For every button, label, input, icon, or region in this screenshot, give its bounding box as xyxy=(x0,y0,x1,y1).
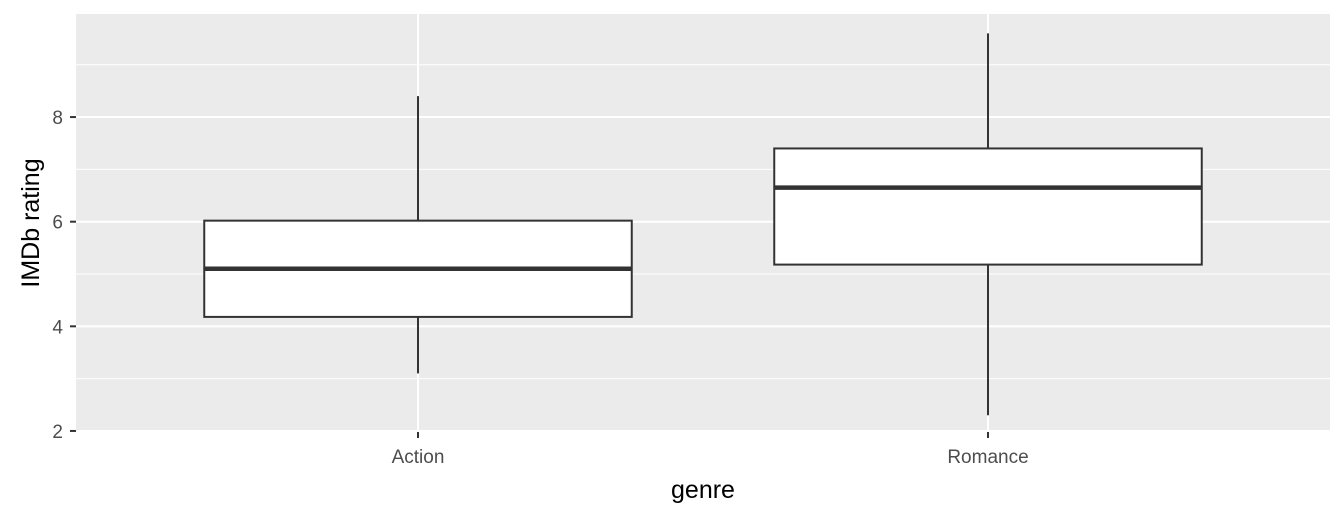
x-axis-title: genre xyxy=(671,476,735,504)
box-series xyxy=(203,33,1203,416)
box-iqr xyxy=(773,147,1203,266)
y-tick-label: 4 xyxy=(52,317,63,338)
y-tick-label: 6 xyxy=(52,213,63,234)
y-tick-label: 8 xyxy=(52,108,63,129)
x-tick-label: Romance xyxy=(947,447,1028,468)
box-action xyxy=(203,96,633,374)
y-tick-label: 2 xyxy=(52,422,63,443)
y-axis-title: IMDb rating xyxy=(17,158,45,287)
x-axis: Action Romance xyxy=(392,432,1029,468)
y-axis: 2 4 6 8 xyxy=(52,108,76,443)
box-romance xyxy=(773,33,1203,416)
x-tick-label: Action xyxy=(392,447,445,468)
